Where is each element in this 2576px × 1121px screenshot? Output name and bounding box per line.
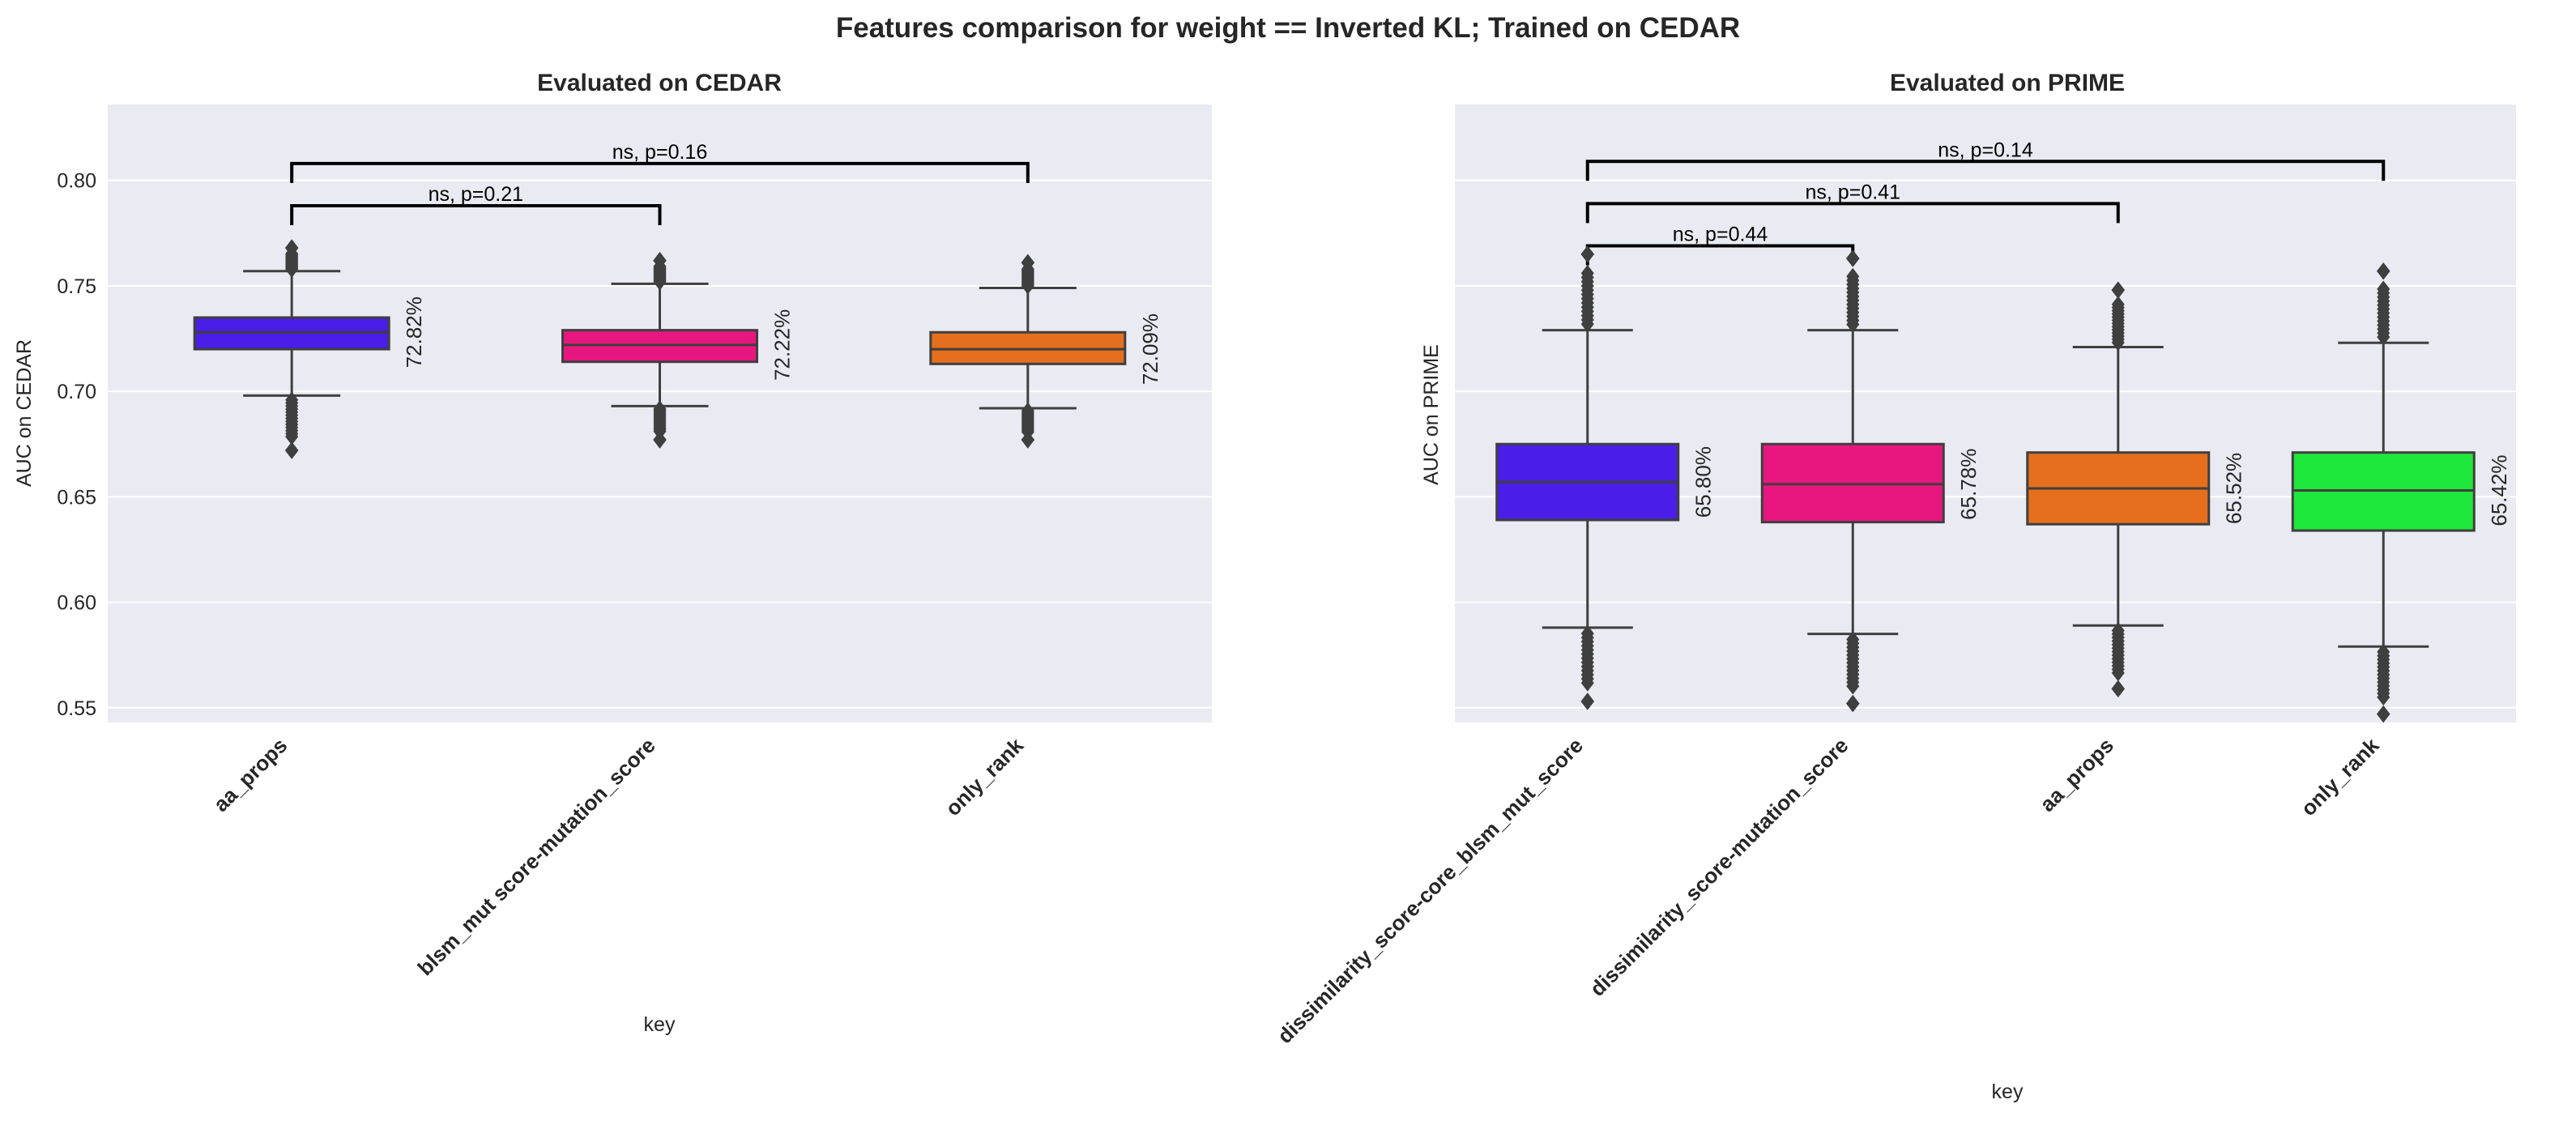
mean-value-label: 65.52% [2222,453,2246,524]
x-tick-label: dissimilarity_score-mutation_score [1585,733,1853,1001]
outlier-marker [1846,249,1860,267]
outlier-marker [2377,262,2390,280]
significance-bracket [290,161,1030,183]
box-aa-props: 65.52% [2026,281,2246,697]
x-tick-labels-prime: dissimilarity_score-core_blsm_mut_scored… [1273,733,2384,1048]
box-dissimilarity-score-mutation-score: 65.78% [1760,249,1981,712]
outlier-marker [1580,264,1594,282]
outlier-marker [1580,693,1594,710]
panel-title-prime: Evaluated on PRIME [1890,70,2125,96]
significance-annotations-cedar: ns, p=0.21 ns, p=0.16 [290,141,1030,225]
y-tick-label: 0.55 [57,697,96,720]
x-tick-label: blsm_mut score-mutation_score [413,733,660,980]
panel-title-cedar: Evaluated on CEDAR [537,70,782,96]
significance-bracket [1585,202,2120,224]
outlier-marker [2111,281,2125,299]
outlier-marker [1580,674,1594,692]
x-tick-labels-cedar: aa_props blsm_mut score-mutation_score onl… [208,733,1028,981]
outlier-marker [1846,695,1860,712]
outlier-marker [653,252,667,270]
significance-label: ns, p=0.44 [1673,223,1768,245]
significance-label: ns, p=0.41 [1806,181,1900,203]
mean-value-label: 65.78% [1956,449,1981,520]
significance-bracket [1585,160,2386,181]
outlier-marker [285,428,299,445]
y-tick-label: 0.60 [57,592,96,615]
box-only-rank: 72.09% [929,254,1162,449]
box-dissimilarity-score-core-blsm-mut-score: 65.80% [1495,245,1716,710]
plot-area-prime [1455,104,2516,722]
box-aa-props: 72.82% [193,239,426,459]
y-tick-label: 0.65 [57,486,96,509]
boxes-prime: 65.80% 65.78% 65.52% 65.42% [1495,245,2511,722]
y-axis-label-prime: AUC on PRIME [1420,344,1443,485]
outlier-marker [2377,688,2390,706]
mean-value-label: 65.42% [2487,454,2511,526]
significance-annotations-prime: ns, p=0.44 ns, p=0.41 ns, p=0.14 [1585,139,2386,266]
mean-value-label: 72.82% [402,296,426,368]
mean-value-label: 72.22% [770,309,795,381]
x-tick-label: dissimilarity_score-core_blsm_mut_score [1273,733,1588,1048]
significance-label: ns, p=0.14 [1938,139,2033,161]
x-tick-label: only_rank [940,733,1028,821]
outlier-marker [1580,245,1594,263]
outlier-marker [1846,677,1860,695]
outlier-marker [1846,267,1860,285]
outlier-marker [2111,664,2125,682]
outlier-marker [1021,431,1034,449]
outlier-marker [285,441,299,459]
significance-label: ns, p=0.21 [429,183,523,206]
outlier-marker [2377,705,2390,722]
y-tick-label: 0.70 [57,381,96,403]
x-axis-label-prime: key [1992,1081,2024,1103]
outlier-marker [2377,280,2390,298]
x-tick-label: only_rank [2296,733,2383,821]
box-blsm-mut-score-mutation-score: 72.22% [561,252,795,449]
outlier-marker [2111,296,2125,313]
mean-value-label: 65.80% [1691,446,1716,518]
mean-value-label: 72.09% [1138,313,1162,385]
x-tick-label: aa_props [2035,733,2118,816]
y-tick-label: 0.75 [57,275,96,298]
figure-suptitle: Features comparison for weight == Invert… [836,12,1740,44]
significance-label: ns, p=0.16 [612,141,707,164]
y-tick-labels-cedar: 0.55 0.60 0.65 0.70 0.75 0.80 [57,170,96,720]
outlier-marker [653,431,667,449]
outlier-marker [653,423,667,441]
box-only-rank: 65.42% [2291,262,2511,722]
significance-bracket [290,203,662,225]
y-tick-label: 0.80 [57,170,96,193]
y-axis-label-cedar: AUC on CEDAR [13,339,36,487]
outlier-marker [285,239,299,257]
outlier-marker [2111,680,2125,697]
x-axis-label-cedar: key [644,1013,676,1036]
outlier-marker [1021,254,1034,271]
boxes-cedar: 72.82% 72.22% 72.09% [193,239,1162,459]
x-tick-label: aa_props [208,733,292,816]
